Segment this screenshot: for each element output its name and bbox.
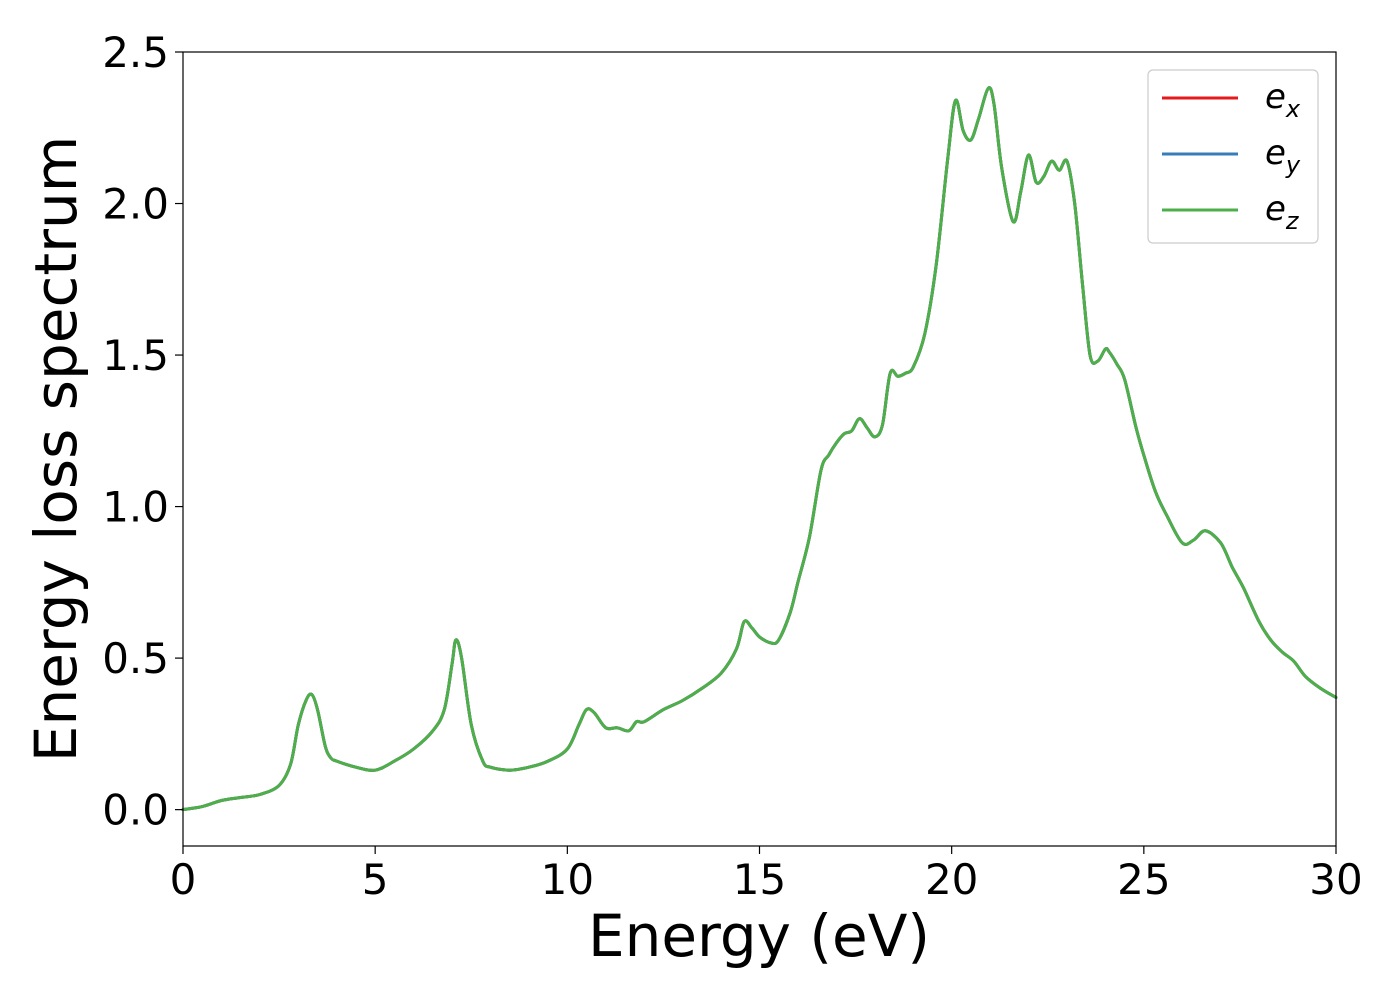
y-tick-label: 0.0 [102,786,169,835]
y-tick-label: 2.5 [102,28,169,77]
legend-box [1147,69,1319,244]
x-tick-label: 20 [925,855,978,904]
x-tick-label: 15 [733,855,786,904]
y-tick-label: 0.5 [102,634,169,683]
series-line-z [181,86,1338,812]
y-tick-label: 2.0 [102,180,169,229]
x-tick-label: 0 [170,855,197,904]
y-axis: 0.0 0.5 1.0 1.5 2.0 2.5 [102,28,183,835]
series-layer [181,86,1338,812]
x-tick-label: 5 [362,855,389,904]
plot-background [183,52,1336,846]
x-tick-label: 30 [1309,855,1362,904]
y-axis-title: Energy loss spectrum [22,136,90,762]
y-tick-label: 1.0 [102,483,169,532]
x-axis: 0 5 10 15 20 25 30 [170,846,1363,904]
y-tick-label: 1.5 [102,331,169,380]
x-tick-label: 10 [541,855,594,904]
x-tick-label: 25 [1117,855,1170,904]
x-axis-title: Energy (eV) [588,902,930,970]
